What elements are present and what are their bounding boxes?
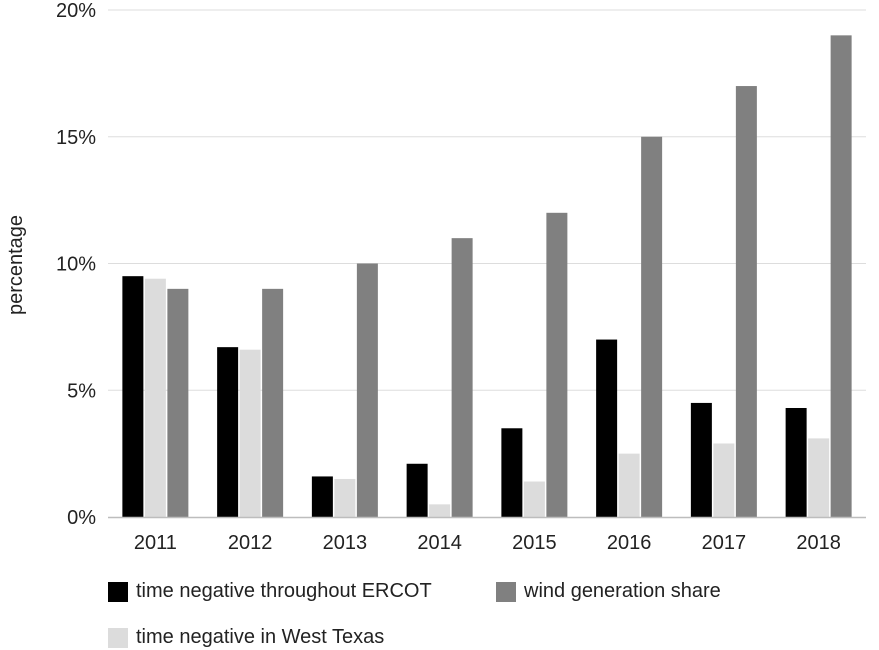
bar-ercot-2013 <box>311 476 333 517</box>
bar-ercot-2015 <box>501 428 523 517</box>
bar-wind-2017 <box>735 86 757 518</box>
y-tick-label: 15% <box>56 127 96 149</box>
x-tick-label-2017: 2017 <box>702 532 747 554</box>
bar-ercot-2018 <box>785 407 807 517</box>
bar-wind-2013 <box>356 263 378 517</box>
bar-wind-2016 <box>641 136 663 517</box>
x-tick-label-2013: 2013 <box>323 532 368 554</box>
x-tick-label-2011: 2011 <box>134 532 177 554</box>
y-tick-label: 10% <box>56 254 96 276</box>
legend-item-west-texas: time negative in West Texas <box>108 626 384 649</box>
bar-wind-2015 <box>546 212 568 518</box>
bar-west-texas-2014 <box>429 504 451 517</box>
bar-west-texas-2011 <box>144 278 166 517</box>
x-tick-label-2016: 2016 <box>607 532 652 554</box>
bar-west-texas-2015 <box>523 481 545 517</box>
bar-wind-2011 <box>167 288 189 517</box>
bar-west-texas-2016 <box>618 453 640 517</box>
bar-ercot-2011 <box>122 276 144 517</box>
x-tick-label-2018: 2018 <box>796 532 841 554</box>
y-axis-label: percentage <box>5 215 27 315</box>
bar-ercot-2014 <box>406 463 428 517</box>
y-tick-label: 0% <box>67 507 96 529</box>
x-tick-label-2015: 2015 <box>512 532 557 554</box>
legend-label-ercot: time negative throughout ERCOT <box>136 580 432 602</box>
legend: time negative throughout ERCOT wind gene… <box>108 572 868 650</box>
bar-ercot-2017 <box>690 402 712 517</box>
bars <box>122 35 852 518</box>
x-axis-ticks: 2011 2012 2013 2014 2015 2016 2017 2018 <box>134 532 841 554</box>
y-tick-label: 5% <box>67 380 96 402</box>
bar-west-texas-2018 <box>808 438 830 517</box>
legend-swatch-wind <box>496 581 516 602</box>
legend-swatch-west-texas <box>108 627 128 648</box>
bar-wind-2018 <box>830 35 852 517</box>
bar-ercot-2016 <box>596 339 618 517</box>
y-axis-ticks: 0% 5% 10% 15% 20% <box>56 0 96 529</box>
chart: 0%5%10%15%20% 2011 2012 2013 2014 2015 2016 20… <box>5 0 866 554</box>
bar-wind-2014 <box>451 238 473 517</box>
legend-swatch-ercot <box>108 581 128 602</box>
bar-wind-2012 <box>262 288 284 517</box>
legend-label-wind: wind generation share <box>524 580 721 602</box>
x-tick-label-2014: 2014 <box>417 532 462 554</box>
y-tick-label: 20% <box>56 0 96 22</box>
legend-label-west-texas: time negative in West Texas <box>136 626 385 648</box>
x-tick-label-2012: 2012 <box>228 532 273 554</box>
bar-west-texas-2012 <box>239 349 261 517</box>
bar-west-texas-2017 <box>713 443 735 517</box>
legend-item-ercot: time negative throughout ERCOT <box>108 580 432 603</box>
bar-west-texas-2013 <box>334 478 356 517</box>
bar-ercot-2012 <box>217 347 239 517</box>
legend-item-wind: wind generation share <box>496 580 721 603</box>
